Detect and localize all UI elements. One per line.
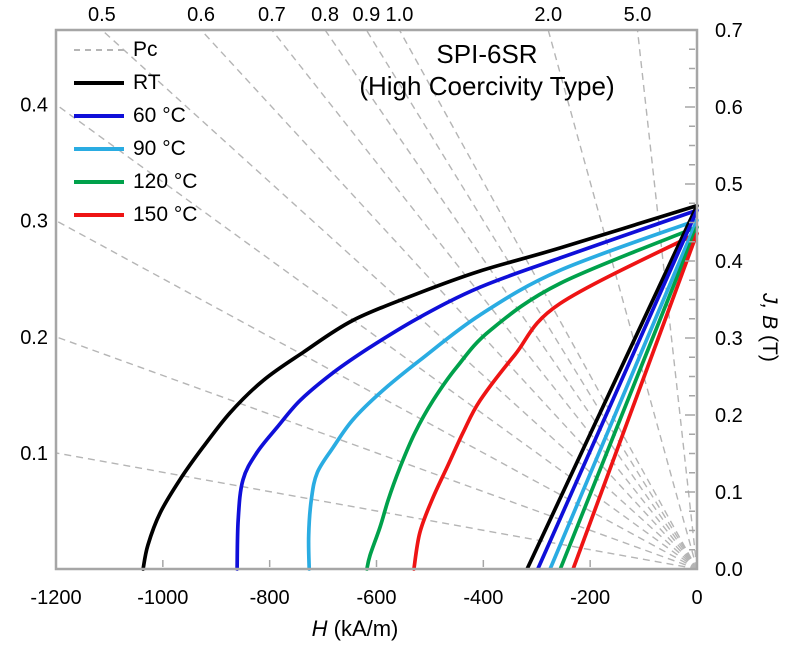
legend-label-60-c: 60 °C bbox=[133, 103, 186, 127]
pc-label-top-0.8: 0.8 bbox=[311, 4, 339, 26]
j-curve-90-c bbox=[306, 218, 699, 571]
b-line-150-c bbox=[571, 232, 699, 570]
b-line-rt bbox=[525, 204, 699, 570]
b-line-90-c bbox=[548, 219, 699, 570]
chart-title-line2: (High Coercivity Type) bbox=[359, 71, 615, 101]
legend-swatch-150-c bbox=[74, 212, 124, 217]
pc-line-1 bbox=[398, 29, 698, 570]
pc-label-top-2: 2.0 bbox=[534, 4, 562, 26]
pc-label-top-0.9: 0.9 bbox=[352, 4, 380, 26]
legend: Pc RT 60 °C 90 °C 120 °C 150 °C bbox=[74, 33, 197, 231]
b-line-60-c bbox=[536, 209, 699, 570]
pc-label-left-0.2: 0.2 bbox=[20, 327, 48, 349]
x-tick-label--400: -400 bbox=[463, 587, 503, 609]
pc-label-top-0.5: 0.5 bbox=[88, 4, 116, 26]
pc-line-0.7 bbox=[271, 29, 698, 570]
y-tick-label-0.0: 0.0 bbox=[715, 559, 743, 581]
y-axis-label: J, B (T) bbox=[757, 293, 781, 362]
pc-line-2 bbox=[547, 29, 698, 570]
pc-line-0.2 bbox=[55, 336, 698, 570]
x-tick-label--200: -200 bbox=[570, 587, 610, 609]
pc-line-0.1 bbox=[55, 452, 698, 570]
x-axis-symbol: H bbox=[311, 616, 328, 641]
legend-label-90-c: 90 °C bbox=[133, 136, 186, 160]
pc-label-top-5: 5.0 bbox=[624, 4, 652, 26]
pc-line-5 bbox=[636, 29, 698, 570]
y-tick-label-0.2: 0.2 bbox=[715, 405, 743, 427]
legend-label-150-c: 150 °C bbox=[133, 202, 198, 226]
plot-border bbox=[54, 28, 699, 571]
pc-label-top-0.6: 0.6 bbox=[187, 4, 215, 26]
pc-label-top-1: 1.0 bbox=[386, 4, 414, 26]
legend-swatch-60-c bbox=[74, 113, 124, 118]
legend-label-rt: RT bbox=[133, 70, 161, 94]
y-tick-label-0.5: 0.5 bbox=[715, 174, 743, 196]
legend-swatch-120-c bbox=[74, 179, 124, 184]
x-tick-label--600: -600 bbox=[356, 587, 396, 609]
j-curve-60-c bbox=[235, 208, 699, 571]
pc-label-left-0.3: 0.3 bbox=[20, 211, 48, 233]
x-axis-label: H (kA/m) bbox=[0, 616, 710, 642]
legend-item-120-c: 120 °C bbox=[74, 165, 197, 198]
legend-label-120-c: 120 °C bbox=[133, 169, 198, 193]
j-curve-rt bbox=[141, 203, 699, 571]
x-tick-label--1200: -1200 bbox=[30, 587, 81, 609]
y-tick-label-0.6: 0.6 bbox=[715, 97, 743, 119]
x-axis-unit: (kA/m) bbox=[327, 616, 399, 641]
y-tick-label-0.7: 0.7 bbox=[715, 20, 743, 42]
legend-swatch-90-c bbox=[74, 146, 124, 151]
legend-swatch-pc bbox=[74, 48, 124, 51]
pc-label-top-0.7: 0.7 bbox=[258, 4, 286, 26]
y-axis-unit: (T) bbox=[758, 329, 781, 362]
b-line-120-c bbox=[558, 226, 699, 570]
pc-line-0.6 bbox=[200, 29, 698, 570]
pc-label-left-0.1: 0.1 bbox=[20, 443, 48, 465]
j-curve-150-c bbox=[412, 231, 699, 571]
legend-item-pc: Pc bbox=[74, 33, 197, 66]
chart-title: SPI-6SR (High Coercivity Type) bbox=[287, 38, 687, 102]
legend-label-pc: Pc bbox=[133, 37, 158, 61]
j-curve-120-c bbox=[365, 225, 699, 571]
y-tick-label-0.4: 0.4 bbox=[715, 251, 743, 273]
y-tick-label-0.3: 0.3 bbox=[715, 328, 743, 350]
pc-label-left-0.4: 0.4 bbox=[20, 95, 48, 117]
y-axis-symbol: J, B bbox=[758, 293, 781, 330]
x-tick-label--800: -800 bbox=[250, 587, 290, 609]
legend-item-90-c: 90 °C bbox=[74, 132, 197, 165]
y-tick-label-0.1: 0.1 bbox=[715, 482, 743, 504]
pc-line-0.8 bbox=[324, 29, 698, 570]
legend-item-150-c: 150 °C bbox=[74, 198, 197, 231]
legend-swatch-rt bbox=[74, 80, 124, 85]
x-tick-label--1000: -1000 bbox=[137, 587, 188, 609]
chart-title-line1: SPI-6SR bbox=[436, 39, 538, 69]
legend-item-rt: RT bbox=[74, 66, 197, 99]
x-tick-label-0: 0 bbox=[691, 587, 702, 609]
legend-item-60-c: 60 °C bbox=[74, 99, 197, 132]
